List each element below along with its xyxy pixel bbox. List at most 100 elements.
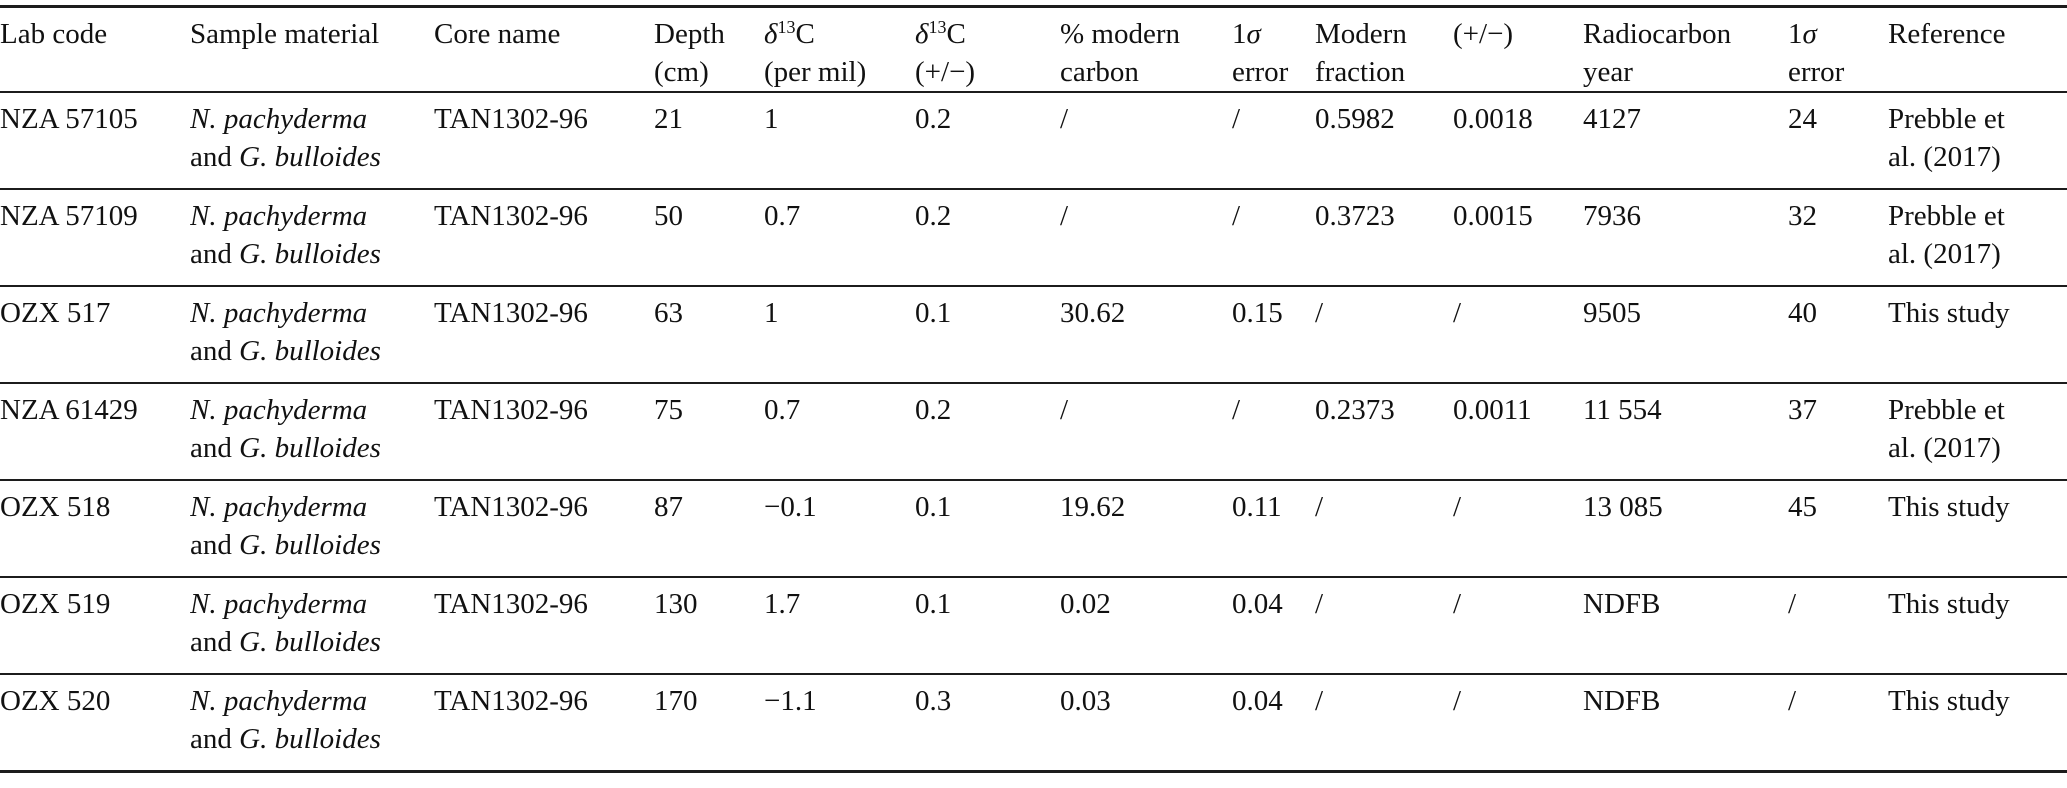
cell-d13c-per-mil: 0.7 — [764, 189, 915, 286]
cell-line: NZA 57109 — [0, 200, 138, 233]
cell-d13c-per-mil: 1.7 — [764, 577, 915, 674]
cell-modern-fraction: 0.2373 — [1315, 383, 1453, 480]
cell-line: 0.02 — [1060, 588, 1111, 621]
cell-line: 0.11 — [1232, 491, 1282, 524]
cell-one-sigma-error-year: 40 — [1788, 286, 1888, 383]
cell-line: OZX 520 — [0, 685, 111, 718]
cell-line: Radiocarbon — [1583, 18, 1732, 50]
cell-line: TAN1302-96 — [434, 588, 588, 621]
cell-line: 50 — [654, 200, 683, 233]
cell-lab-code: OZX 519 — [0, 577, 190, 674]
cell-line: / — [1453, 588, 1462, 621]
cell-line: Prebble et — [1888, 103, 2005, 136]
cell-one-sigma-error-year: / — [1788, 674, 1888, 771]
cell-line: TAN1302-96 — [434, 394, 588, 427]
cell-line: / — [1060, 394, 1069, 427]
cell-line: This study — [1888, 297, 2010, 330]
cell-d13c-per-mil: 1 — [764, 286, 915, 383]
cell-line: 32 — [1788, 200, 1817, 233]
cell-modern-fraction-error: 0.0011 — [1453, 383, 1583, 480]
cell-core-name: TAN1302-96 — [434, 383, 654, 480]
cell-line: error — [1232, 55, 1289, 88]
cell-line: −1.1 — [764, 685, 817, 718]
cell-sample-material: N. pachyderma and G. bulloides — [190, 480, 434, 577]
cell-depth-cm: 87 — [654, 480, 764, 577]
cell-sample-material: N. pachyderma and G. bulloides — [190, 286, 434, 383]
cell-radiocarbon-year: NDFB — [1583, 577, 1788, 674]
cell-line: 63 — [654, 297, 683, 330]
column-header-radiocarbon-year: Radiocarbon year — [1583, 7, 1788, 93]
cell-one-sigma-error-year: 45 — [1788, 480, 1888, 577]
cell-line: 0.15 — [1232, 297, 1283, 330]
cell-line: 4127 — [1583, 103, 1641, 136]
table-body: NZA 57105 N. pachyderma and G. bulloides TA… — [0, 92, 2067, 771]
cell-line: / — [1315, 297, 1324, 330]
table-row: OZX 517 N. pachyderma and G. bulloides TAN1… — [0, 286, 2067, 384]
cell-line: and G. bulloides — [190, 529, 381, 562]
cell-line: Prebble et — [1888, 394, 2005, 427]
cell-modern-fraction-error: 0.0018 — [1453, 92, 1583, 189]
cell-one-sigma-error-year: / — [1788, 577, 1888, 674]
cell-line: 1σ — [1232, 18, 1261, 50]
cell-line: Modern — [1315, 18, 1407, 50]
cell-lab-code: OZX 518 — [0, 480, 190, 577]
cell-one-sigma-error-pmc: 0.04 — [1232, 674, 1315, 771]
table-row: OZX 519 N. pachyderma and G. bulloides TAN1… — [0, 577, 2067, 675]
cell-sample-material: N. pachyderma and G. bulloides — [190, 674, 434, 771]
cell-core-name: TAN1302-96 — [434, 286, 654, 383]
cell-line: 0.5982 — [1315, 103, 1395, 136]
cell-depth-cm: 21 — [654, 92, 764, 189]
cell-lab-code: OZX 520 — [0, 674, 190, 771]
cell-sample-material: N. pachyderma and G. bulloides — [190, 383, 434, 480]
cell-depth-cm: 63 — [654, 286, 764, 383]
cell-one-sigma-error-pmc: 0.15 — [1232, 286, 1315, 383]
cell-line: N. pachyderma — [190, 103, 368, 136]
column-header-percent-modern-carbon: % modern carbon — [1060, 7, 1232, 93]
column-header-lab-code: Lab code — [0, 7, 190, 93]
cell-line: (+/−) — [1453, 18, 1514, 50]
cell-line: 0.2373 — [1315, 394, 1395, 427]
table-row: NZA 57105 N. pachyderma and G. bulloides TA… — [0, 92, 2067, 190]
header-row: Lab code Sample material Core name Depth (cm… — [0, 7, 2067, 93]
cell-one-sigma-error-year: 32 — [1788, 189, 1888, 286]
cell-line: TAN1302-96 — [434, 200, 588, 233]
cell-modern-fraction-error: / — [1453, 286, 1583, 383]
cell-line: and G. bulloides — [190, 141, 381, 174]
cell-modern-fraction: 0.3723 — [1315, 189, 1453, 286]
column-header-reference: Reference — [1888, 7, 2067, 93]
cell-core-name: TAN1302-96 — [434, 577, 654, 674]
cell-line: 0.2 — [915, 103, 952, 136]
cell-line: 0.04 — [1232, 685, 1283, 718]
cell-line: 9505 — [1583, 297, 1641, 330]
cell-line: (+/−) — [915, 55, 976, 88]
cell-line: 13 085 — [1583, 491, 1663, 524]
column-header-one-sigma-error-year: 1σ error — [1788, 7, 1888, 93]
cell-line: al. (2017) — [1888, 432, 2001, 465]
cell-line: 0.7 — [764, 394, 801, 427]
cell-modern-fraction-error: 0.0015 — [1453, 189, 1583, 286]
cell-line: This study — [1888, 685, 2010, 718]
cell-radiocarbon-year: 9505 — [1583, 286, 1788, 383]
cell-depth-cm: 50 — [654, 189, 764, 286]
cell-line: N. pachyderma — [190, 297, 368, 330]
cell-line: 0.03 — [1060, 685, 1111, 718]
cell-line: / — [1453, 685, 1462, 718]
cell-line: 19.62 — [1060, 491, 1126, 524]
cell-lab-code: OZX 517 — [0, 286, 190, 383]
cell-sample-material: N. pachyderma and G. bulloides — [190, 577, 434, 674]
cell-line: and G. bulloides — [190, 626, 381, 659]
table-row: NZA 61429 N. pachyderma and G. bulloides TA… — [0, 383, 2067, 481]
cell-line: and G. bulloides — [190, 432, 381, 465]
cell-d13c-error: 0.2 — [915, 383, 1060, 480]
cell-d13c-error: 0.1 — [915, 577, 1060, 674]
cell-line: OZX 517 — [0, 297, 111, 330]
cell-percent-modern-carbon: / — [1060, 383, 1232, 480]
cell-line: 11 554 — [1583, 394, 1662, 427]
cell-line: and G. bulloides — [190, 335, 381, 368]
cell-line: / — [1060, 200, 1069, 233]
cell-line: 170 — [654, 685, 698, 718]
column-header-sample-material: Sample material — [190, 7, 434, 93]
cell-line: N. pachyderma — [190, 588, 368, 621]
cell-one-sigma-error-pmc: / — [1232, 383, 1315, 480]
column-header-modern-fraction: Modern fraction — [1315, 7, 1453, 93]
